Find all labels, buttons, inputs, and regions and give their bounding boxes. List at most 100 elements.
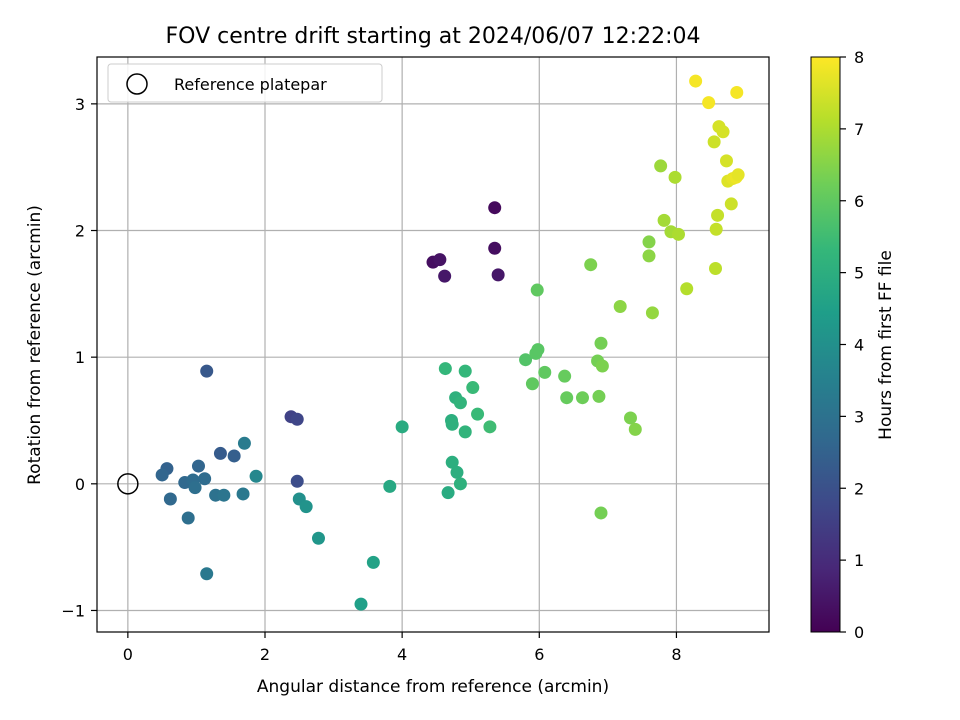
scatter-point [719, 154, 733, 168]
colorbar-tick-label: 2 [854, 479, 864, 498]
x-tick-label: 2 [260, 645, 270, 664]
scatter-point [709, 262, 723, 276]
scatter-point [458, 364, 472, 378]
colorbar-tick-label: 5 [854, 264, 864, 283]
scatter-point [200, 567, 214, 581]
scatter-points [155, 74, 745, 611]
scatter-point [191, 459, 205, 473]
colorbar-tick-label: 8 [854, 48, 864, 67]
scatter-point [642, 249, 656, 263]
scatter-point [592, 389, 606, 403]
scatter-point [290, 412, 304, 426]
scatter-point [689, 74, 703, 88]
y-tick-label: 0 [75, 475, 85, 494]
scatter-point [488, 241, 502, 255]
scatter-point [354, 597, 368, 611]
scatter-point [366, 555, 380, 569]
scatter-point [188, 481, 202, 495]
y-tick-label: 2 [75, 222, 85, 241]
grid [97, 57, 769, 632]
scatter-point [445, 417, 459, 431]
scatter-point [671, 227, 685, 241]
scatter-point [657, 213, 671, 227]
scatter-point [560, 391, 574, 405]
plot-area-frame [96, 56, 770, 633]
colorbar-ticks: 0 1 2 3 4 5 6 7 8 [840, 48, 864, 642]
scatter-point [466, 381, 480, 395]
scatter-point [445, 455, 459, 469]
scatter-point [531, 343, 545, 357]
scatter-point [595, 359, 609, 373]
scatter-point [613, 300, 627, 314]
x-axis-label: Angular distance from reference (arcmin) [257, 677, 609, 697]
scatter-point [453, 477, 467, 491]
scatter-point [709, 222, 723, 236]
legend-box [107, 63, 383, 103]
scatter-point [217, 488, 231, 502]
scatter-point [645, 306, 659, 320]
scatter-point [450, 465, 464, 479]
scatter-point [163, 492, 177, 506]
scatter-point [711, 208, 725, 222]
scatter-point [575, 391, 589, 405]
scatter-point [642, 235, 656, 249]
scatter-point [471, 407, 485, 421]
scatter-point [438, 362, 452, 376]
scatter-point [453, 396, 467, 410]
y-tick-label: 3 [75, 95, 85, 114]
x-tick-label: 4 [397, 645, 407, 664]
reference-marker-group [117, 473, 139, 495]
scatter-point [237, 436, 251, 450]
colorbar-tick-label: 6 [854, 192, 864, 211]
scatter-point [702, 96, 716, 110]
scatter-point [311, 531, 325, 545]
scatter-point [213, 446, 227, 460]
scatter-point [724, 197, 738, 211]
colorbar [810, 56, 841, 633]
legend-label: Reference platepar [174, 75, 327, 94]
scatter-point [155, 468, 169, 482]
y-tick-label: −1 [61, 601, 85, 620]
colorbar-tick-label: 1 [854, 551, 864, 570]
scatter-point [594, 336, 608, 350]
scatter-point [491, 268, 505, 282]
scatter-point [623, 411, 637, 425]
scatter-point [628, 422, 642, 436]
chart-title: FOV centre drift starting at 2024/06/07 … [166, 24, 701, 49]
colorbar-tick-label: 3 [854, 407, 864, 426]
colorbar-label: Hours from first FF file [876, 250, 896, 440]
scatter-point [299, 500, 313, 514]
scatter-point [558, 369, 572, 383]
scatter-point [668, 170, 682, 184]
scatter-point [438, 269, 452, 283]
scatter-point [200, 364, 214, 378]
scatter-point [441, 486, 455, 500]
scatter-point [458, 425, 472, 439]
y-axis-ticks: −1 0 1 2 3 [61, 95, 97, 620]
scatter-point [519, 353, 533, 367]
y-axis-label: Rotation from reference (arcmin) [25, 205, 45, 485]
legend-marker-icon [126, 73, 148, 95]
x-tick-label: 8 [671, 645, 681, 664]
scatter-point [654, 159, 668, 173]
scatter-point [236, 487, 250, 501]
scatter-point [488, 201, 502, 215]
scatter-point [433, 253, 447, 267]
x-tick-label: 0 [123, 645, 133, 664]
scatter-point [730, 85, 744, 99]
scatter-point [395, 420, 409, 434]
scatter-point [584, 258, 598, 272]
x-tick-label: 6 [534, 645, 544, 664]
scatter-point [525, 377, 539, 391]
scatter-point [716, 125, 730, 139]
scatter-point [383, 479, 397, 493]
scatter-point [680, 282, 694, 296]
y-tick-label: 1 [75, 348, 85, 367]
colorbar-tick-label: 0 [854, 623, 864, 642]
scatter-point [227, 449, 241, 463]
colorbar-tick-label: 4 [854, 336, 864, 355]
x-axis-ticks: 0 2 4 6 8 [123, 632, 682, 664]
scatter-point [249, 469, 263, 483]
scatter-point [530, 283, 544, 297]
